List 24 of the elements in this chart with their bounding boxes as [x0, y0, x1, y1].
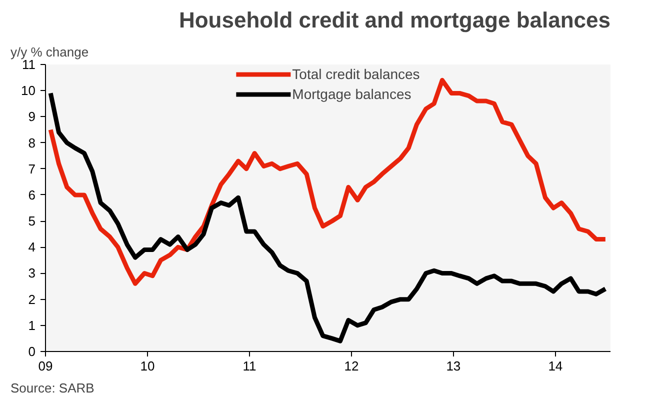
y-tick-label: 7: [28, 161, 36, 176]
x-tick-label: 12: [344, 358, 359, 374]
source-note: Source: SARB: [10, 380, 94, 396]
legend-label: Total credit balances: [292, 66, 420, 82]
y-tick-label: 8: [28, 135, 36, 150]
x-tick-label: 13: [446, 358, 461, 374]
x-tick-label: 09: [38, 358, 53, 374]
y-tick-label: 0: [28, 344, 36, 359]
y-tick-label: 1: [28, 318, 36, 333]
x-tick-label: 10: [140, 358, 155, 374]
line-series: [48, 90, 608, 344]
legend-label: Mortgage balances: [292, 86, 412, 102]
x-tick-label: 14: [548, 358, 563, 374]
y-tick-label: 4: [28, 240, 36, 255]
line-series: [48, 78, 608, 286]
y-tick-label: 5: [28, 214, 36, 229]
y-tick-label: 10: [21, 83, 36, 98]
y-tick-label: 9: [28, 109, 36, 124]
y-axis-title: y/y % change: [10, 44, 89, 60]
chart-title: Household credit and mortgage balances: [178, 8, 611, 32]
y-tick-label: 6: [28, 187, 36, 202]
y-tick-label: 3: [28, 266, 36, 281]
y-tick-label: 2: [28, 292, 36, 307]
x-tick-label: 11: [242, 358, 256, 374]
